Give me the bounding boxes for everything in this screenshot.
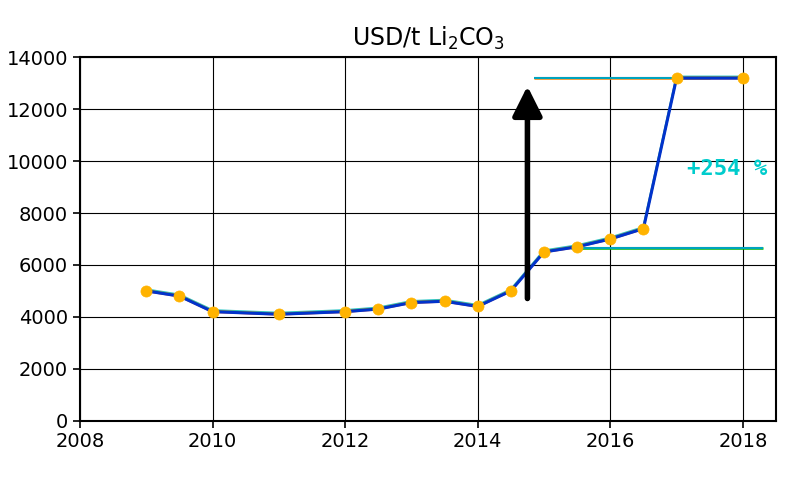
Title: USD/t Li$_2$CO$_3$: USD/t Li$_2$CO$_3$ — [351, 25, 505, 53]
Text: +254 %: +254 % — [686, 159, 766, 179]
